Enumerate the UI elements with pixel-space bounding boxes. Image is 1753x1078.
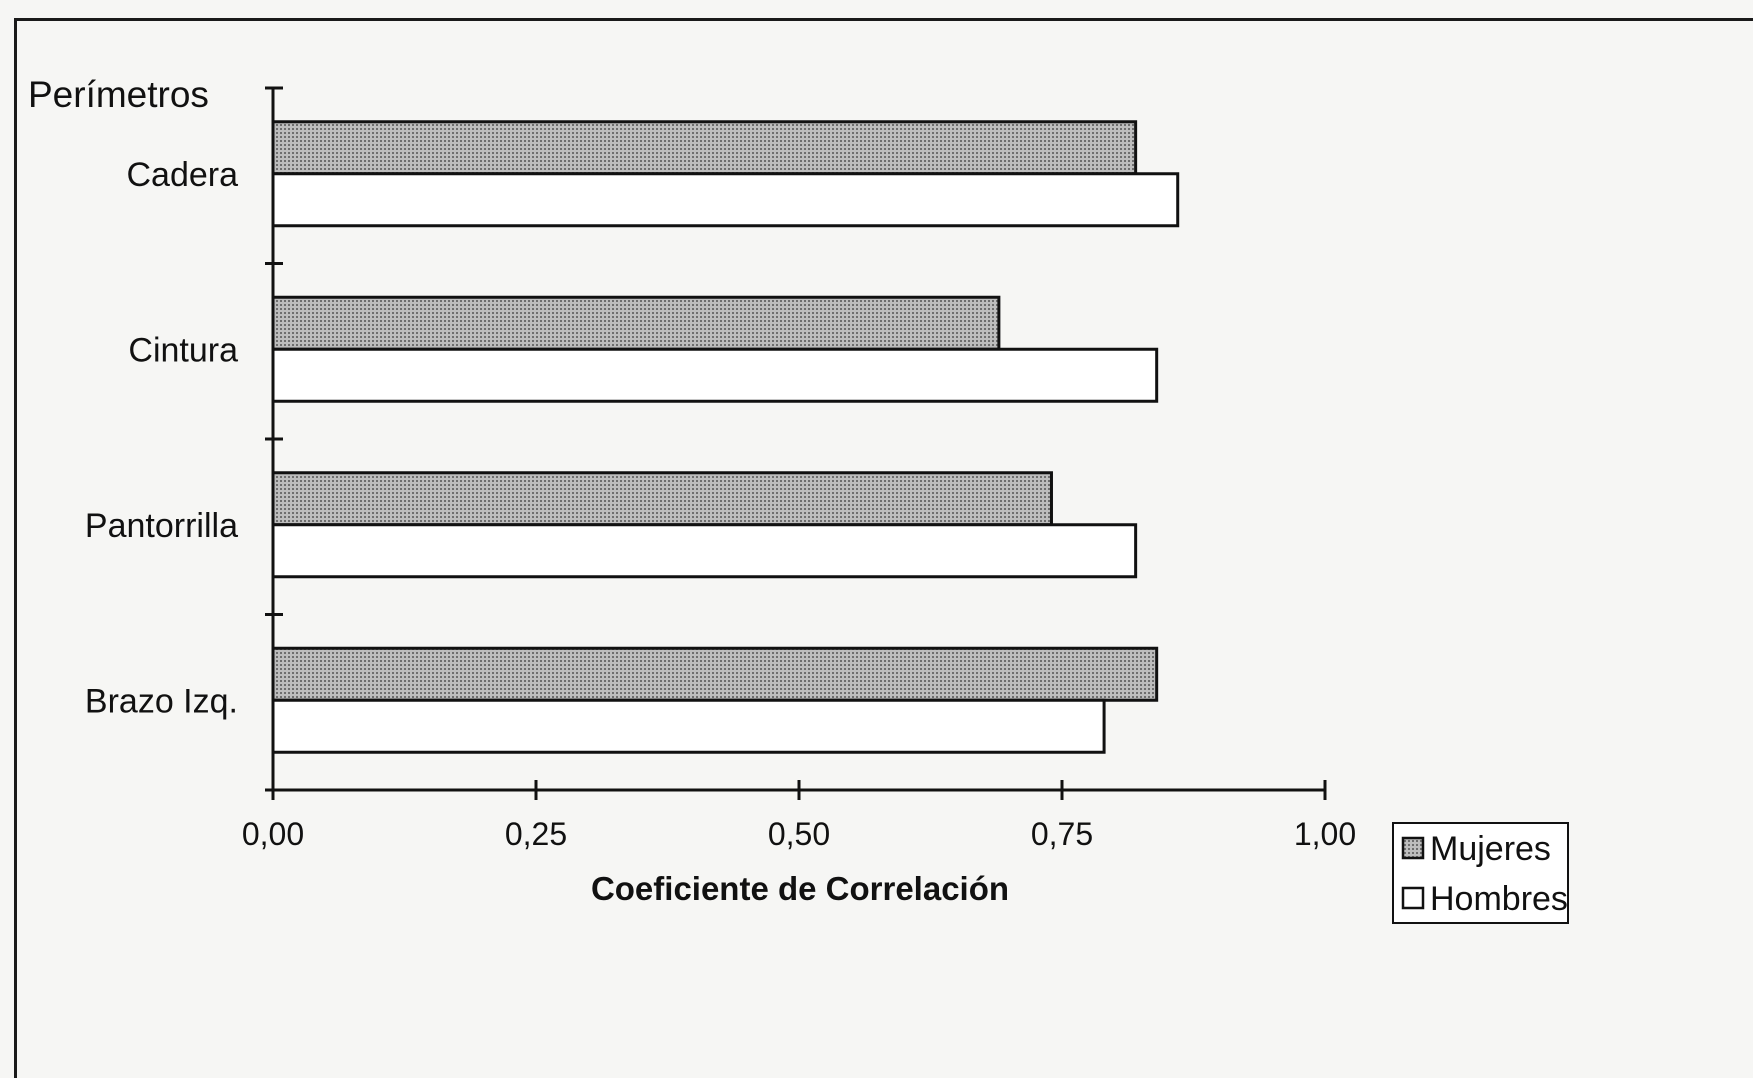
y-axis-title: Perímetros	[28, 74, 209, 115]
category-label: Cintura	[128, 331, 238, 369]
axes-layer	[265, 86, 1327, 800]
category-label: Cadera	[126, 156, 238, 194]
x-tick-label: 0,00	[242, 816, 304, 852]
labels-layer: Cadera Cintura Pantorrilla Brazo Izq. 0,00 0,…	[85, 156, 1356, 852]
bar-mujeres-3	[271, 471, 1053, 527]
chart-frame	[14, 18, 1753, 1078]
x-axis-title: Coeficiente de Correlación	[591, 870, 1009, 907]
legend: Mujeres Hombres	[1392, 822, 1569, 924]
legend-swatch-mujeres	[1401, 836, 1425, 860]
bar-hombres-1	[271, 172, 1180, 228]
x-tick-label: 0,25	[505, 816, 567, 852]
legend-swatch-hombres	[1401, 886, 1425, 910]
bar-hombres-4	[271, 698, 1106, 754]
x-tick-label: 0,50	[768, 816, 830, 852]
legend-label-hombres: Hombres	[1430, 880, 1568, 918]
bar-hombres-2	[271, 347, 1159, 403]
category-label: Brazo Izq.	[85, 682, 238, 720]
legend-label-mujeres: Mujeres	[1430, 830, 1551, 868]
x-tick-label: 0,75	[1031, 816, 1093, 852]
bars-layer	[271, 120, 1180, 754]
x-tick-label: 1,00	[1294, 816, 1356, 852]
bar-mujeres-1	[271, 120, 1138, 176]
bar-mujeres-4	[271, 646, 1159, 702]
bar-hombres-3	[271, 523, 1138, 579]
bar-mujeres-2	[271, 295, 1001, 351]
category-label: Pantorrilla	[85, 507, 238, 545]
